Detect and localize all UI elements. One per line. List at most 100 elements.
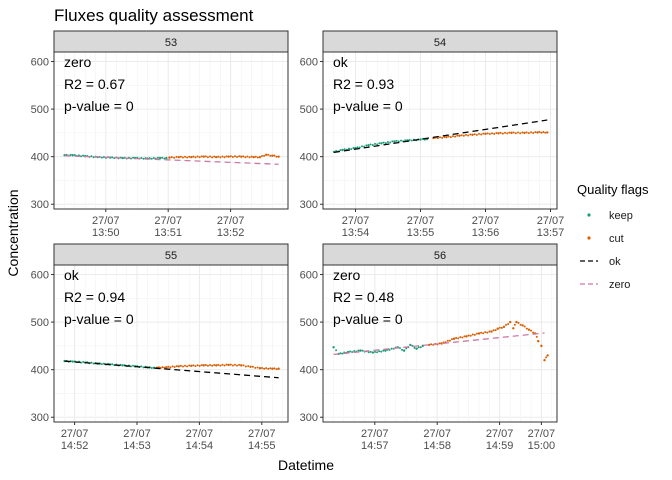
keep-point [395, 139, 398, 142]
x-tick-label: 27/07 [361, 428, 389, 440]
cut-point [443, 135, 446, 138]
keep-point [404, 139, 407, 142]
y-tick-label: 500 [300, 317, 318, 329]
cut-point [231, 156, 234, 159]
cut-point [273, 367, 276, 370]
cut-point [490, 330, 493, 333]
cut-point [449, 136, 452, 139]
keep-point [413, 346, 416, 349]
cut-series [168, 153, 280, 159]
keep-point [121, 156, 124, 160]
x-tick-label-time: 14:58 [423, 440, 451, 452]
x-tick-label-time: 14:57 [361, 440, 389, 452]
panel-54: 5430040050060027/0713:5427/0713:5527/071… [300, 30, 564, 239]
keep-point [384, 349, 387, 352]
annotation-flag: zero [64, 54, 91, 70]
cut-point [462, 134, 465, 137]
cut-point [240, 364, 243, 367]
annotation-flag: zero [333, 267, 360, 283]
y-tick-label: 300 [31, 199, 49, 211]
facet-strip-label: 54 [434, 37, 446, 49]
x-tick-label: 27/07 [423, 428, 451, 440]
cut-point [440, 342, 443, 345]
keep-point [361, 349, 364, 352]
keep-point [380, 142, 383, 145]
cut-point [258, 155, 262, 159]
cut-point [461, 336, 464, 339]
keep-point [409, 343, 412, 347]
cut-point [200, 155, 203, 158]
keep-point [339, 149, 342, 152]
cut-point [452, 337, 456, 340]
cut-point [175, 155, 178, 158]
cut-point [532, 331, 535, 334]
cut-point [454, 135, 457, 138]
panel-border [53, 51, 289, 210]
cut-point [269, 367, 272, 370]
keep-point [389, 141, 392, 144]
cut-point [186, 156, 189, 159]
y-tick-label: 500 [31, 317, 49, 329]
cut-point [256, 366, 259, 369]
cut-point [486, 132, 489, 135]
cut-point [238, 155, 241, 158]
keep-point [82, 360, 85, 363]
x-tick-label-time: 14:55 [248, 440, 276, 452]
x-axis-title: Datetime [278, 457, 334, 473]
keep-point [419, 138, 422, 141]
cut-point [488, 133, 491, 136]
cut-point [204, 155, 207, 158]
cut-point [173, 156, 176, 159]
cut-series [155, 363, 280, 371]
y-tick-label: 400 [300, 365, 318, 377]
keep-point [367, 144, 370, 147]
keep-point [71, 360, 74, 363]
cut-point [530, 131, 532, 134]
keep-point [352, 147, 355, 150]
cut-point [475, 133, 478, 136]
cut-point [542, 131, 545, 134]
keep-point [398, 347, 401, 350]
annotation-pvalue: p-value = 0 [333, 98, 403, 114]
keep-point [378, 142, 381, 145]
keep-point [152, 156, 155, 159]
keep-point [374, 142, 376, 145]
y-tick-label: 300 [300, 412, 318, 424]
keep-point [348, 147, 350, 150]
cut-point [177, 155, 180, 159]
cut-point [523, 325, 526, 328]
panel-background [54, 265, 288, 422]
keep-point [90, 361, 93, 364]
cut-point [171, 365, 174, 368]
keep-point [132, 364, 135, 367]
keep-point [361, 145, 363, 148]
cut-point [446, 339, 449, 342]
cut-point [445, 135, 448, 139]
cut-point [271, 367, 274, 370]
x-tick-label: 27/07 [528, 428, 556, 440]
cut-point [168, 156, 171, 159]
cut-point [225, 155, 228, 158]
keep-point [341, 148, 344, 152]
cut-point [256, 156, 259, 159]
keep-point [349, 350, 352, 353]
cut-point [213, 155, 216, 158]
panel-grid [53, 265, 288, 422]
cut-point [184, 155, 187, 158]
cut-point [527, 132, 530, 135]
cut-point [477, 332, 481, 335]
cut-point [265, 367, 268, 370]
cut-point [514, 132, 517, 135]
cut-point [192, 155, 195, 158]
cut-point [240, 155, 243, 158]
x-tick-label: 27/07 [61, 428, 89, 440]
keep-point [140, 156, 143, 159]
cut-point [495, 132, 498, 135]
keep-point [365, 144, 368, 147]
cut-point [480, 331, 483, 334]
cut-point [184, 364, 187, 367]
cut-point [275, 368, 278, 371]
cut-point [439, 136, 441, 139]
x-tick-label: 27/07 [486, 428, 514, 440]
